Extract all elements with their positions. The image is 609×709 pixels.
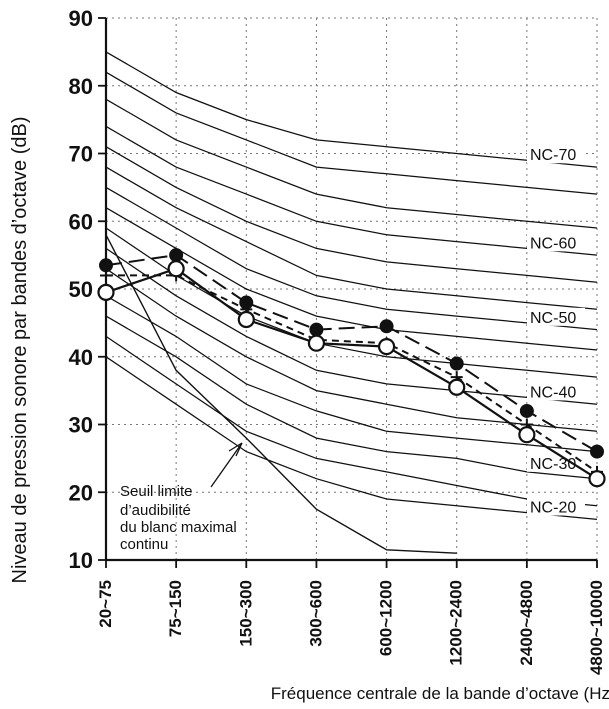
x-tick-label: 75~150 (166, 580, 185, 637)
threshold-curve (105, 234, 457, 554)
labels-layer: 10 20 30 40 50 60 70 80 90 20~75 75~150 150~300 300~… (69, 6, 606, 675)
nc-curve-label: NC-40 (530, 384, 576, 401)
y-tick-label: 30 (69, 413, 93, 438)
x-tick-label: 150~300 (236, 580, 255, 647)
open-circle-point (448, 378, 466, 396)
open-circle-point (588, 470, 606, 488)
nc-curve (105, 166, 598, 310)
y-axis-title: Niveau de pression sonore par bandes d’o… (9, 117, 31, 584)
y-tick-label: 60 (69, 209, 93, 234)
nc-curve-label: NC-50 (530, 310, 576, 327)
nc-curve (105, 315, 598, 480)
y-tick-label: 50 (69, 277, 93, 302)
cross-point (100, 269, 112, 282)
y-tick-label: 80 (69, 74, 93, 99)
x-tick-label: 2400~4800 (517, 580, 536, 666)
x-tick-label: 600~1200 (377, 580, 396, 656)
y-tick-label: 40 (69, 345, 93, 370)
x-tick-label: 20~75 (96, 580, 115, 628)
threshold-layer (105, 234, 457, 554)
nc-label-bg (527, 145, 585, 164)
threshold-label-line-4: continu (120, 536, 168, 553)
threshold-label-line-2: d’audibilité (120, 502, 191, 519)
nc-curve (105, 295, 598, 453)
nc-curve-label: NC-30 (530, 456, 576, 473)
open-circle-point (518, 426, 536, 444)
threshold-label-line-1: Seuil limite (120, 483, 193, 500)
filled-circle-point (590, 444, 604, 459)
nc-curve (105, 98, 598, 229)
nc-curve (105, 356, 598, 521)
nc-curve (105, 335, 598, 507)
nc-curves-layer: NC-70 NC-60 NC-50 NC-40 NC-30 NC-20 (105, 51, 598, 521)
nc-curve (105, 146, 598, 283)
nc-curve (105, 71, 598, 195)
y-tick-label: 10 (69, 548, 93, 573)
open-circle-point (97, 283, 115, 301)
nc-label-bg (527, 307, 585, 326)
threshold-arrow-line (210, 442, 243, 488)
nc-curve (105, 186, 598, 331)
nc-curve-label: NC-70 (530, 147, 576, 164)
nc-label-bg (527, 453, 585, 472)
x-tick-label: 1200~2400 (447, 580, 466, 666)
open-circle-point (307, 334, 326, 352)
open-circle-point (377, 337, 396, 356)
nc-curve (105, 207, 598, 351)
filled-circle-point (449, 356, 464, 371)
nc-curve (105, 125, 598, 256)
x-axis-title: Fréquence centrale de la bande d’octave … (271, 684, 609, 703)
threshold-arrow-head (228, 442, 243, 457)
data-series-line (105, 267, 598, 480)
open-circle-point (167, 260, 185, 278)
filled-circle-point (519, 403, 534, 418)
nc-label-bg (527, 382, 585, 401)
nc-label-bg (527, 497, 585, 516)
x-tick-label: 300~600 (306, 580, 325, 647)
filled-circle-point (169, 248, 184, 263)
nc-curve-label: NC-60 (530, 235, 576, 252)
threshold-label-line-3: du blanc maximal (120, 519, 237, 536)
nc-curve (105, 247, 598, 405)
x-tick-label: 4800~10000 (587, 580, 606, 675)
open-circle-point (237, 310, 255, 329)
filled-circle-point (379, 319, 394, 334)
data-series-line (105, 254, 598, 453)
nc-label-bg (527, 233, 585, 252)
y-tick-label: 70 (69, 142, 93, 167)
nc-curve-label: NC-20 (530, 500, 576, 517)
threshold-annotation: Seuil limite d’audibilité du blanc maxim… (120, 483, 237, 553)
nc-curve (105, 227, 598, 378)
nc-curve (105, 51, 598, 168)
y-tick-label: 20 (69, 480, 93, 505)
y-tick-label: 90 (69, 6, 93, 31)
series-layer (97, 248, 606, 488)
nc-curve (105, 268, 598, 432)
